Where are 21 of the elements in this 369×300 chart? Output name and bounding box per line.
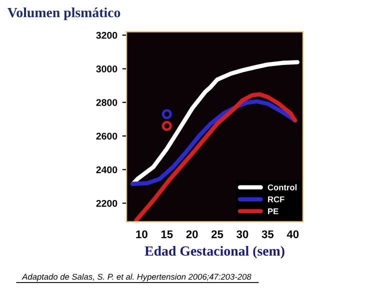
y-tick-label: 2400 bbox=[96, 166, 118, 174]
x-tick-label: 35 bbox=[262, 230, 274, 238]
x-axis-title: Edad Gestacional (sem) bbox=[144, 246, 284, 259]
y-tick-label: 3000 bbox=[96, 66, 118, 72]
x-tick-label: 40 bbox=[286, 230, 299, 238]
y-tick-label: 2800 bbox=[96, 99, 118, 106]
line-series bbox=[134, 92, 297, 222]
legend-label: Control bbox=[268, 184, 297, 190]
x-tick-label: 10 bbox=[136, 230, 148, 238]
x-tick-label: 15 bbox=[161, 230, 173, 238]
x-tick-label: 25 bbox=[211, 230, 224, 238]
x-tick-label: 30 bbox=[236, 230, 248, 238]
chart-title: Volumen plsmático bbox=[8, 8, 120, 20]
y-tick-label: 2200 bbox=[96, 200, 118, 207]
y-tick-label: 3200 bbox=[96, 32, 118, 39]
x-tick-label: 20 bbox=[186, 230, 198, 238]
y-tick-label: 2600 bbox=[96, 132, 118, 140]
legend-label: RCF bbox=[268, 196, 284, 202]
text: Adaptado de Salas, S. P. et al. Hypertension 2006;47:203-208 bbox=[22, 274, 252, 282]
line-series bbox=[130, 99, 298, 186]
legend-label: PE bbox=[268, 208, 278, 214]
